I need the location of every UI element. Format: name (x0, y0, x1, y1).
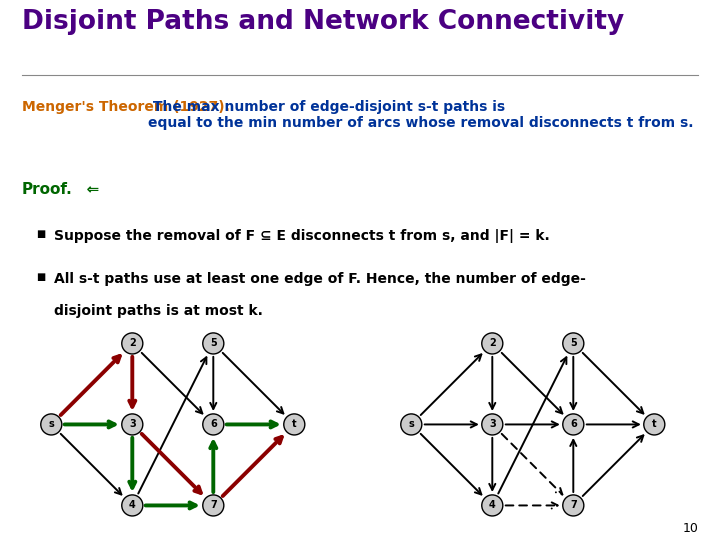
Circle shape (563, 333, 584, 354)
Text: t: t (292, 420, 297, 429)
Circle shape (203, 414, 224, 435)
Text: Proof.: Proof. (22, 181, 72, 197)
Circle shape (122, 414, 143, 435)
Circle shape (122, 495, 143, 516)
Text: disjoint paths is at most k.: disjoint paths is at most k. (54, 304, 263, 318)
Text: 6: 6 (570, 420, 577, 429)
Text: 4: 4 (129, 501, 135, 510)
Circle shape (401, 414, 422, 435)
Text: 5: 5 (210, 339, 217, 348)
Circle shape (284, 414, 305, 435)
Text: t: t (652, 420, 657, 429)
Circle shape (563, 414, 584, 435)
Text: 7: 7 (570, 501, 577, 510)
Text: 5: 5 (570, 339, 577, 348)
Text: 7: 7 (210, 501, 217, 510)
Text: s: s (48, 420, 54, 429)
Text: ■: ■ (36, 228, 45, 239)
Text: Suppose the removal of F ⊆ E disconnects t from s, and |F| = k.: Suppose the removal of F ⊆ E disconnects… (54, 228, 550, 242)
Text: 10: 10 (683, 522, 698, 535)
Circle shape (41, 414, 62, 435)
Text: The max number of edge-disjoint s-t paths is
equal to the min number of arcs who: The max number of edge-disjoint s-t path… (148, 100, 693, 131)
Circle shape (203, 333, 224, 354)
Text: ■: ■ (36, 273, 45, 282)
Circle shape (644, 414, 665, 435)
Circle shape (482, 414, 503, 435)
Circle shape (203, 495, 224, 516)
Circle shape (482, 333, 503, 354)
Text: s: s (408, 420, 414, 429)
Text: 6: 6 (210, 420, 217, 429)
Text: 4: 4 (489, 501, 495, 510)
Text: All s-t paths use at least one edge of F. Hence, the number of edge-: All s-t paths use at least one edge of F… (54, 273, 586, 287)
Circle shape (563, 495, 584, 516)
Text: 3: 3 (129, 420, 135, 429)
Text: 2: 2 (129, 339, 135, 348)
Text: ⇐: ⇐ (76, 181, 99, 197)
Circle shape (482, 495, 503, 516)
Text: Menger's Theorem (1927).: Menger's Theorem (1927). (22, 100, 230, 114)
Text: Disjoint Paths and Network Connectivity: Disjoint Paths and Network Connectivity (22, 9, 624, 36)
Text: 3: 3 (489, 420, 495, 429)
Text: 2: 2 (489, 339, 495, 348)
Circle shape (122, 333, 143, 354)
